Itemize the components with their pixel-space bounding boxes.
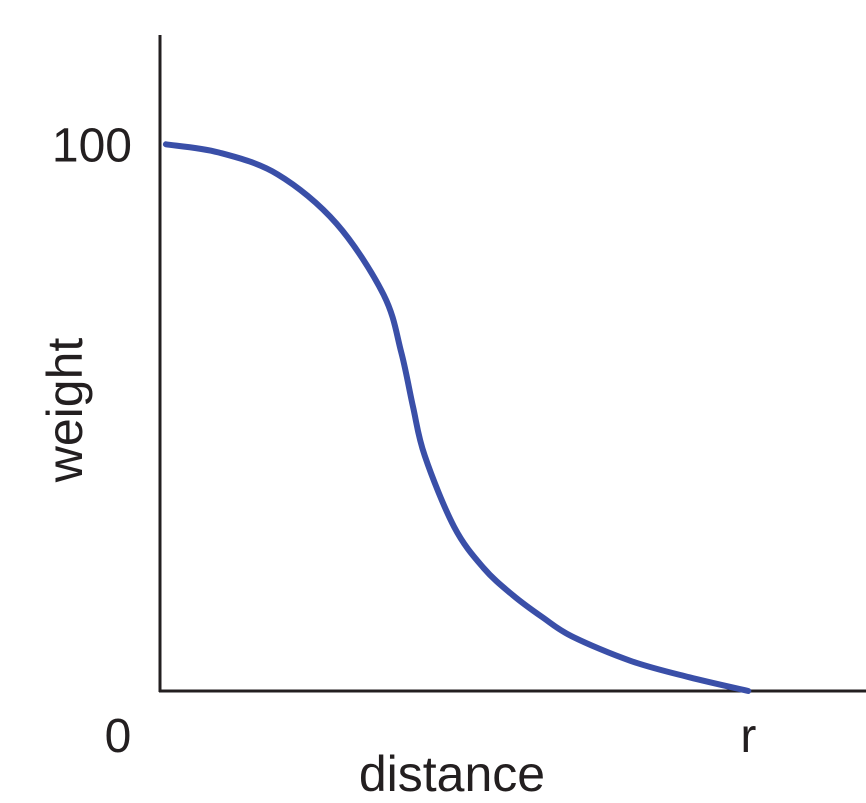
- x-tick-label: r: [740, 710, 756, 763]
- y-tick-labels: 100: [52, 119, 132, 172]
- x-axis-label: distance: [359, 746, 545, 802]
- series-line: [162, 141, 752, 694]
- y-tick-label: 100: [52, 119, 132, 172]
- x-tick-label: 0: [105, 710, 132, 763]
- y-axis-label: weight: [37, 338, 93, 484]
